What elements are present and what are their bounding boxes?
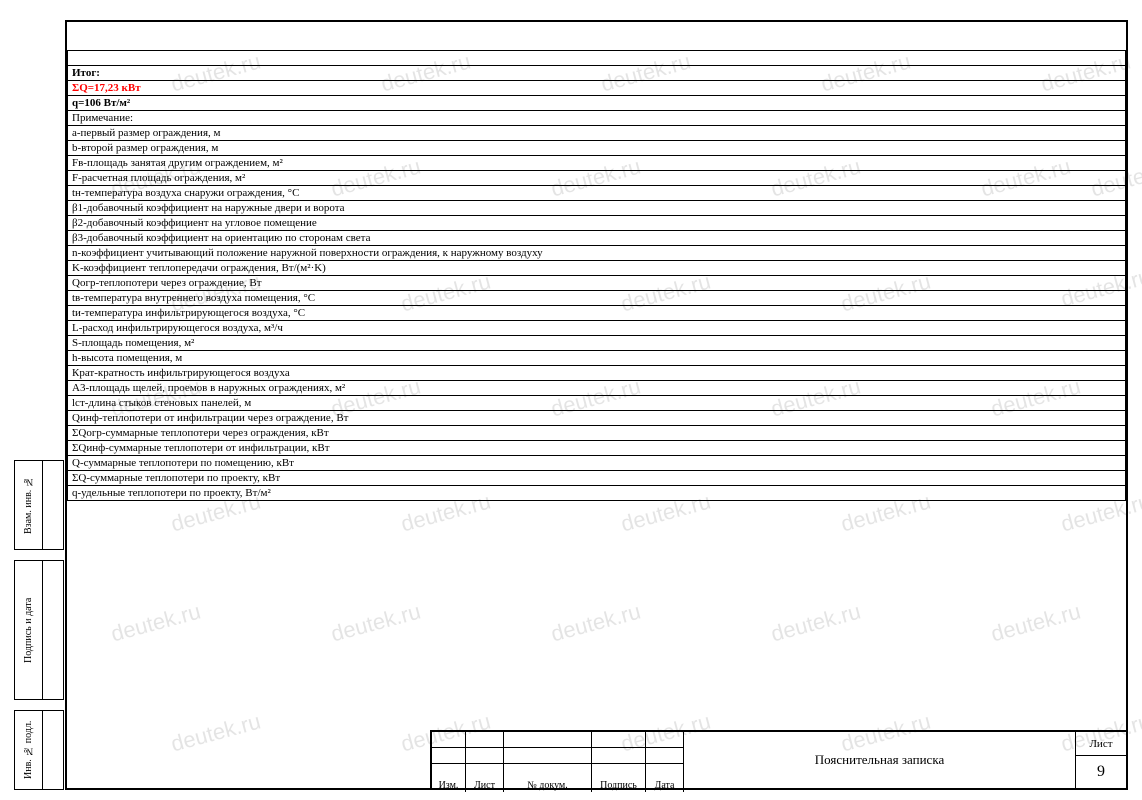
stamp-page-number: 9 [1076,756,1126,788]
sidebox-inv-podl: Инв. № подл. [14,710,64,790]
sidebox-label: Взам. инв. № [15,461,43,549]
definition-row: tн-температура воздуха снаружи ограждени… [67,186,1126,201]
definition-row [67,51,1126,66]
definition-row: ΣQ=17,23 кВт [67,81,1126,96]
definition-row: n-коэффициент учитывающий положение нару… [67,246,1126,261]
stamp-page: Лист 9 [1076,732,1126,788]
definition-row: q-удельные теплопотери по проекту, Вт/м² [67,486,1126,501]
stamp-col-list: Лист [466,764,504,792]
definition-row: Примечание: [67,111,1126,126]
definition-row: S-площадь помещения, м² [67,336,1126,351]
title-block: Изм. Лист № докум. Подпись Дата Поясните… [430,730,1128,790]
definition-row: Qогр-теплопотери через ограждение, Вт [67,276,1126,291]
definition-row: b-второй размер ограждения, м [67,141,1126,156]
definition-row: ΣQогр-суммарные теплопотери через огражд… [67,426,1126,441]
stamp-col-data: Дата [646,764,684,792]
sidebox-label: Подпись и дата [15,561,43,699]
definition-row: Крат-кратность инфильтрирующегося воздух… [67,366,1126,381]
definition-row: Итог: [67,66,1126,81]
stamp-col-podpis: Подпись [592,764,646,792]
definition-row: β2-добавочный коэффициент на угловое пом… [67,216,1126,231]
sidebox-vzam-inv: Взам. инв. № [14,460,64,550]
stamp-page-label: Лист [1076,732,1126,756]
definition-row: q=106 Вт/м² [67,96,1126,111]
definitions-table: Итог:ΣQ=17,23 кВтq=106 Вт/м²Примечание:a… [67,50,1126,501]
stamp-col-dokum: № докум. [504,764,592,792]
definition-row: ΣQинф-суммарные теплопотери от инфильтра… [67,441,1126,456]
definition-row: Qинф-теплопотери от инфильтрации через о… [67,411,1126,426]
definition-row: a-первый размер ограждения, м [67,126,1126,141]
stamp-title: Пояснительная записка [684,732,1076,788]
definition-row: tи-температура инфильтрирующегося воздух… [67,306,1126,321]
definition-row: K-коэффициент теплопередачи ограждения, … [67,261,1126,276]
sidebox-podpis-data: Подпись и дата [14,560,64,700]
definition-row: L-расход инфильтрирующегося воздуха, м³/… [67,321,1126,336]
definition-row: Q-суммарные теплопотери по помещению, кВ… [67,456,1126,471]
definition-row: Fв-площадь занятая другим ограждением, м… [67,156,1126,171]
definition-row: β1-добавочный коэффициент на наружные дв… [67,201,1126,216]
definition-row: lст-длина стыков стеновых панелей, м [67,396,1126,411]
definition-row: β3-добавочный коэффициент на ориентацию … [67,231,1126,246]
definition-row: ΣQ-суммарные теплопотери по проекту, кВт [67,471,1126,486]
sidebox-label: Инв. № подл. [15,711,43,789]
definition-row: h-высота помещения, м [67,351,1126,366]
definition-row: F-расчетная площадь ограждения, м² [67,171,1126,186]
stamp-grid: Изм. Лист № докум. Подпись Дата [432,732,684,788]
definition-row: tв-температура внутреннего воздуха помещ… [67,291,1126,306]
stamp-col-izm: Изм. [432,764,466,792]
definition-row: A3-площадь щелей, проемов в наружных огр… [67,381,1126,396]
